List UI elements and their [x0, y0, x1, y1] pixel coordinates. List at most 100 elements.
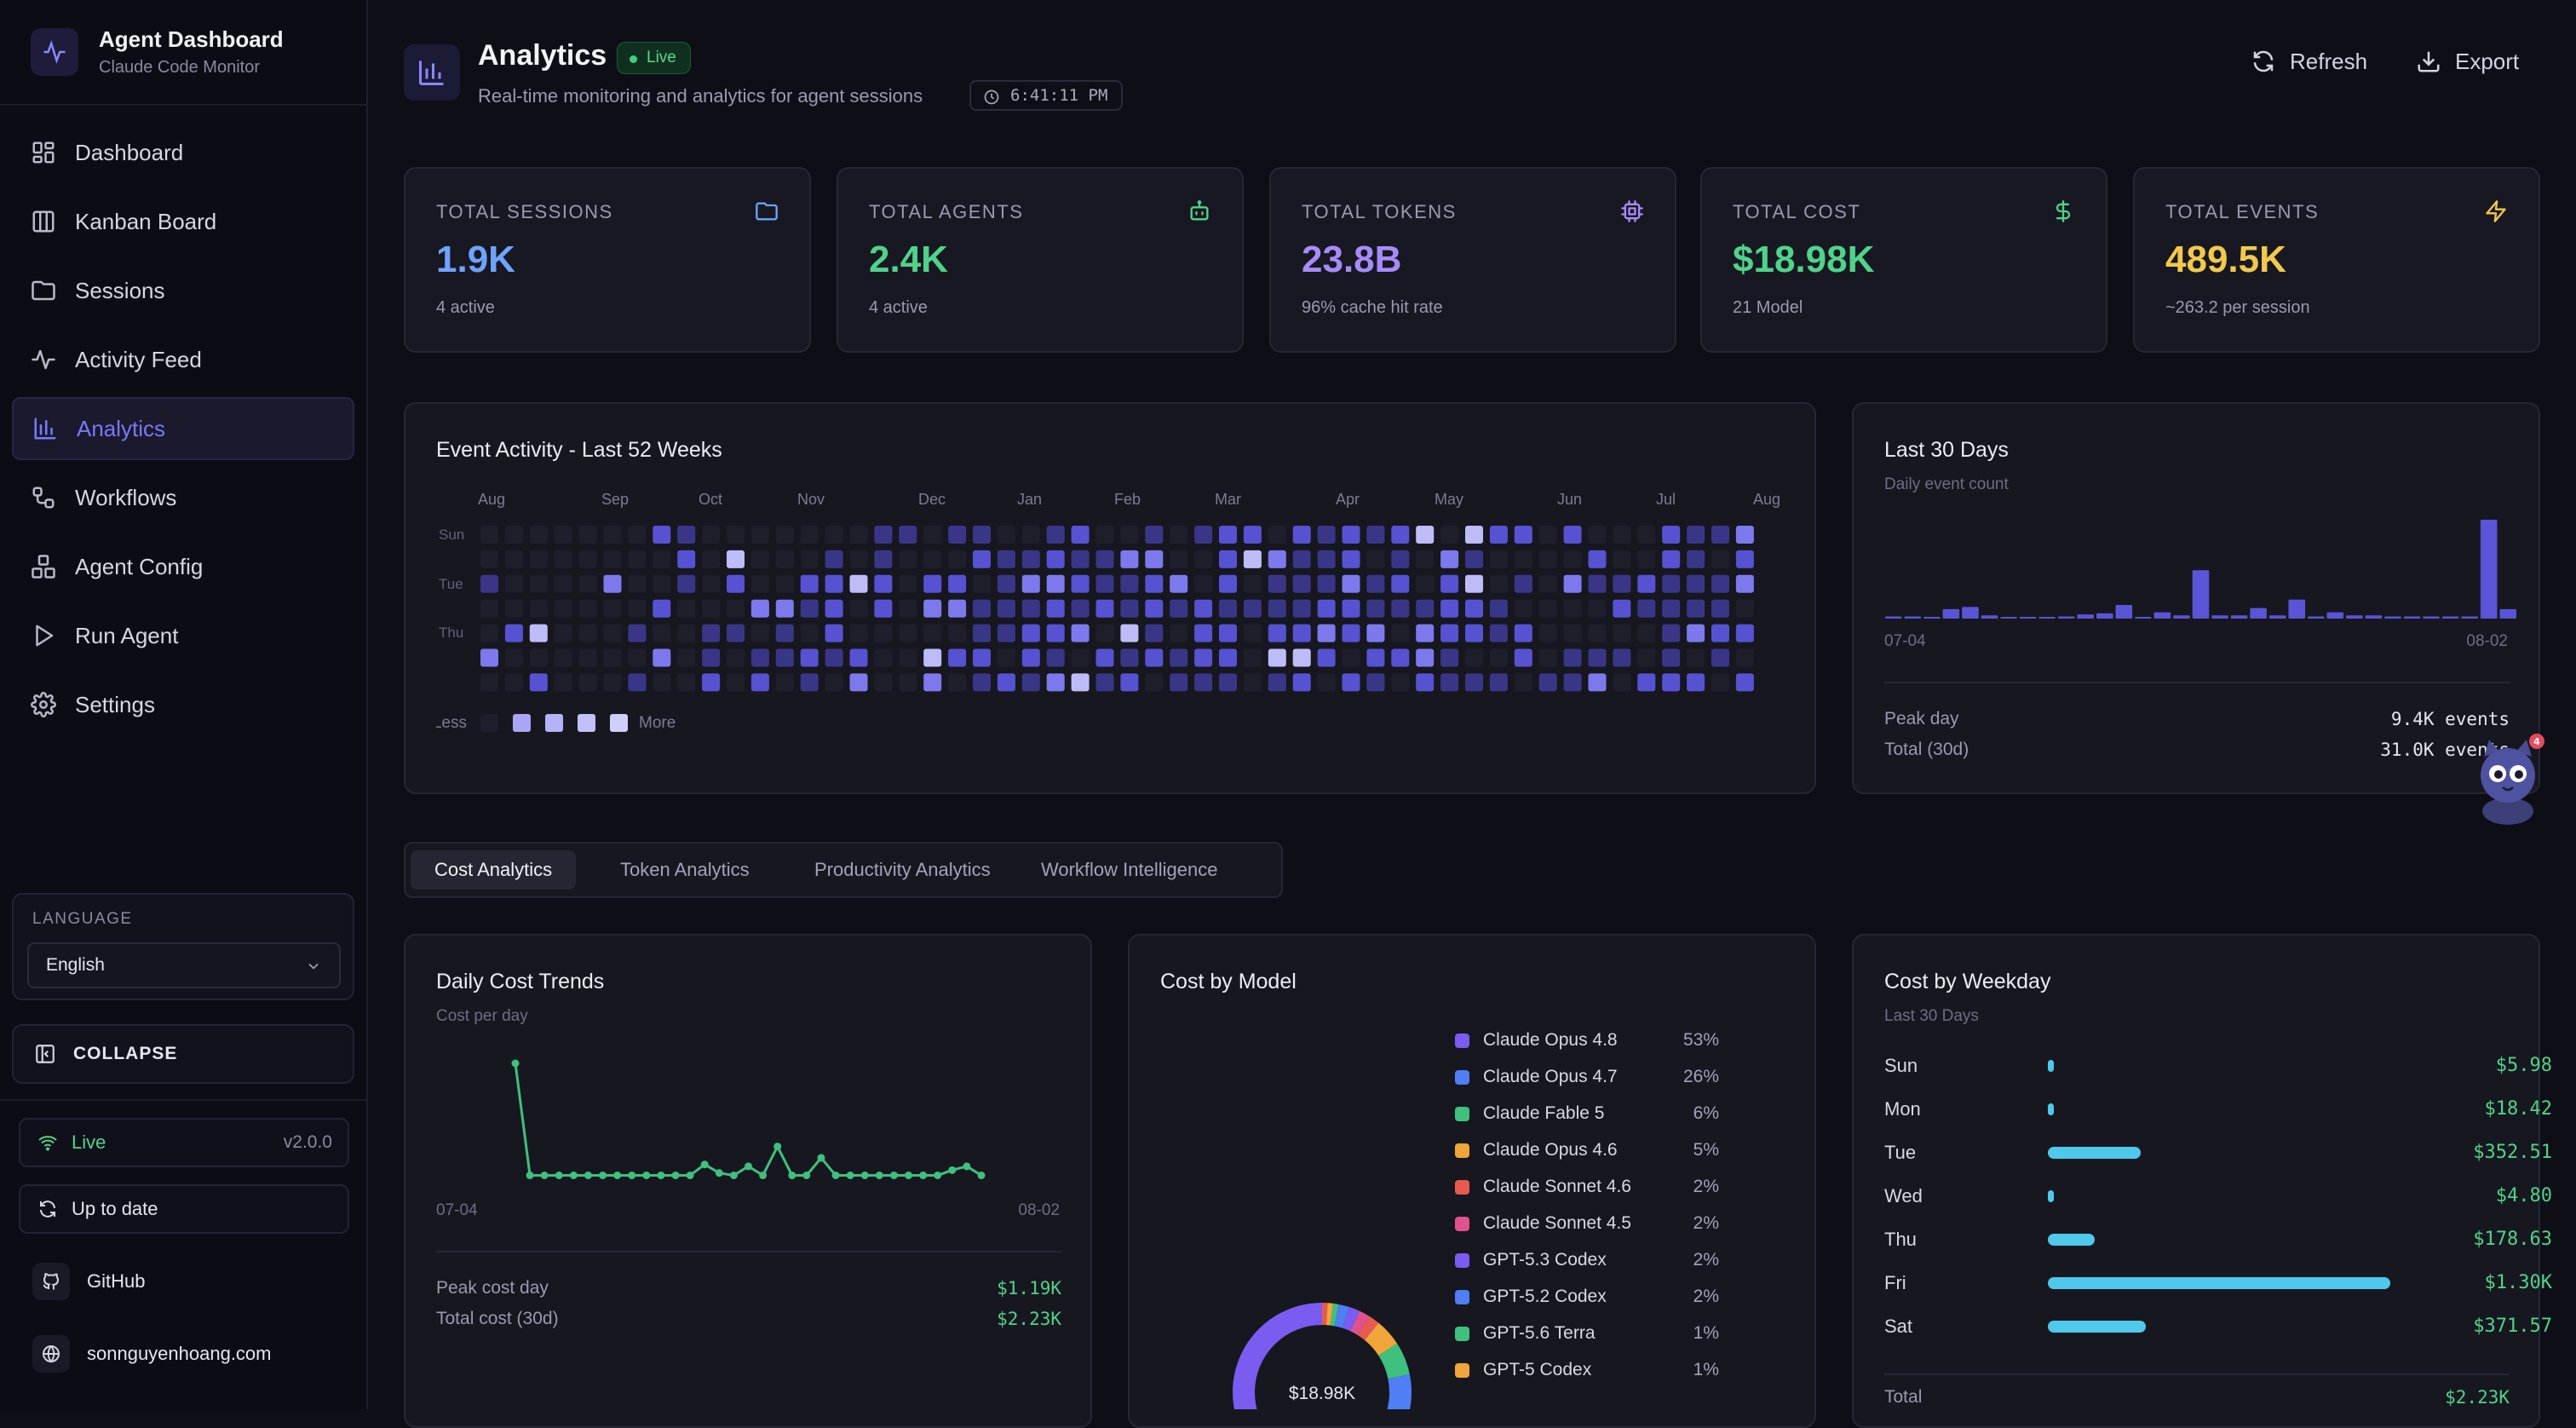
tab-cost-analytics[interactable]: Cost Analytics: [411, 850, 577, 890]
heatmap-month-label: Dec: [918, 491, 946, 508]
stat-card-total-tokens: TOTAL TOKENS 23.8B 96% cache hit rate: [1269, 167, 1676, 353]
model-pct: 2%: [1693, 1287, 1719, 1306]
language-select[interactable]: English: [27, 942, 341, 988]
model-pct: 5%: [1693, 1140, 1719, 1160]
sidebar-item-analytics[interactable]: Analytics: [12, 397, 354, 460]
stat-value: 489.5K: [2165, 239, 2286, 280]
bar-chart-icon: [34, 417, 56, 440]
sidebar-nav: Dashboard Kanban Board Sessions Activity Fe…: [0, 106, 366, 736]
github-link[interactable]: GitHub: [32, 1261, 145, 1302]
divider: [1884, 682, 2510, 683]
weekday-bar: [2048, 1190, 2054, 1202]
model-name: GPT-5.3 Codex: [1483, 1250, 1607, 1270]
last30-start-date: 07-04: [1884, 632, 1926, 650]
model-name: GPT-5.2 Codex: [1483, 1287, 1607, 1306]
weekday-bar: [2048, 1277, 2390, 1289]
stat-subtext: 21 Model: [1733, 298, 1803, 317]
page-title: Analytics: [478, 39, 607, 72]
heatmap-month-label: Oct: [699, 491, 723, 508]
collapse-button[interactable]: COLLAPSE: [12, 1024, 354, 1084]
stat-subtext: 4 active: [436, 298, 495, 317]
weekday-total-label: Total: [1884, 1387, 1923, 1407]
gear-icon: [31, 692, 56, 717]
update-label: Up to date: [72, 1198, 158, 1219]
legend-swatch: [1455, 1179, 1469, 1195]
export-button[interactable]: Export: [2416, 44, 2519, 78]
clock-icon: [984, 89, 999, 105]
heatmap-month-label: Apr: [1336, 491, 1360, 508]
model-pct: 26%: [1682, 1067, 1719, 1086]
model-legend-row: GPT-5.6 Terra 1%: [1455, 1321, 1719, 1346]
refresh-icon: [2253, 50, 2274, 72]
live-badge: Live: [617, 42, 691, 74]
weekday-label: Mon: [1884, 1098, 1921, 1120]
weekday-amount: $1.30K: [2484, 1272, 2552, 1293]
refresh-label: Refresh: [2290, 48, 2368, 74]
weekday-label: Thu: [1884, 1229, 1917, 1250]
legend-swatch: [1455, 1033, 1469, 1048]
weekday-bar: [2048, 1103, 2054, 1115]
tab-token-analytics[interactable]: Token Analytics: [620, 859, 750, 880]
tab-productivity-analytics[interactable]: Productivity Analytics: [814, 859, 991, 880]
sidebar-item-sessions[interactable]: Sessions: [12, 259, 354, 322]
activity-icon: [32, 349, 55, 370]
legend-swatch: [1455, 1069, 1469, 1085]
divider: [436, 1251, 1061, 1252]
sidebar-item-workflows[interactable]: Workflows: [12, 466, 354, 529]
tab-workflow-intelligence[interactable]: Workflow Intelligence: [1041, 859, 1218, 880]
connection-status: Live v2.0.0: [19, 1118, 349, 1167]
grid-icon: [32, 141, 55, 164]
legend-swatch: [1455, 1216, 1469, 1231]
page-subtitle: Real-time monitoring and analytics for a…: [478, 85, 923, 107]
collapse-label: COLLAPSE: [73, 1044, 178, 1063]
heatmap-month-label: Nov: [797, 491, 825, 508]
clock-time: 6:41:11 PM: [1010, 86, 1108, 105]
cost-by-weekday-panel: Cost by Weekday Last 30 Days Total $2.23…: [1852, 934, 2540, 1428]
model-pct: 1%: [1693, 1360, 1719, 1379]
weekday-label: Tue: [1884, 1142, 1917, 1163]
stat-label: TOTAL TOKENS: [1302, 201, 1457, 222]
weekday-bar: [2048, 1060, 2054, 1072]
refresh-button[interactable]: Refresh: [2251, 44, 2367, 78]
website-link[interactable]: sonnguyenhoang.com: [32, 1333, 272, 1374]
sidebar-item-run-agent[interactable]: Run Agent: [12, 604, 354, 667]
weekday-label: Sun: [1884, 1055, 1918, 1076]
sidebar-item-settings[interactable]: Settings: [12, 673, 354, 736]
model-name: Claude Fable 5: [1483, 1103, 1605, 1123]
model-name: GPT-5.6 Terra: [1483, 1323, 1596, 1343]
folder-icon: [32, 280, 55, 301]
stat-card-total-events: TOTAL EVENTS 489.5K ~263.2 per session: [2133, 167, 2540, 353]
model-legend-row: Claude Opus 4.8 53%: [1455, 1028, 1719, 1053]
analytics-header-icon: [404, 44, 460, 101]
cat-mascot-icon[interactable]: 4: [2467, 733, 2549, 826]
live-label: Live: [72, 1131, 106, 1153]
sidebar-item-label: Dashboard: [75, 139, 184, 165]
heatmap-month-label: Mar: [1215, 491, 1241, 508]
divider: [0, 1099, 368, 1101]
weekday-amount: $5.98: [2495, 1055, 2552, 1076]
stat-value: $18.98K: [1733, 239, 1875, 280]
total-cost-value: $2.23K: [997, 1309, 1061, 1329]
stat-card-total-agents: TOTAL AGENTS 2.4K 4 active: [837, 167, 1244, 353]
sidebar-item-dashboard[interactable]: Dashboard: [12, 121, 354, 184]
sidebar-item-label: Kanban Board: [75, 208, 217, 234]
sidebar-item-kanban-board[interactable]: Kanban Board: [12, 190, 354, 253]
stat-card-total-sessions: TOTAL SESSIONS 1.9K 4 active: [404, 167, 811, 353]
update-button[interactable]: Up to date: [19, 1184, 349, 1234]
total-30d-label: Total (30d): [1884, 740, 1969, 759]
wifi-icon: [38, 1136, 57, 1151]
daily-cost-panel: Daily Cost Trends Cost per day 07-04 08-…: [404, 934, 1092, 1428]
heatmap-month-label: Jan: [1017, 491, 1043, 508]
heatmap-month-label: May: [1435, 491, 1464, 508]
sidebar-item-agent-config[interactable]: Agent Config: [12, 535, 354, 598]
daily-cost-start-date: 07-04: [436, 1201, 478, 1219]
language-label: LANGUAGE: [32, 910, 133, 928]
daily-cost-title: Daily Cost Trends: [436, 970, 605, 993]
stat-subtext: 4 active: [869, 298, 928, 317]
analytics-tabs: Cost Analytics Token Analytics Productiv…: [404, 842, 1283, 898]
weekday-subtitle: Last 30 Days: [1884, 1007, 1979, 1025]
sidebar-item-activity-feed[interactable]: Activity Feed: [12, 328, 354, 391]
chevron-down-icon: [308, 963, 319, 970]
sidebar-collapse-icon: [36, 1045, 55, 1063]
peak-day-row: Peak day 9.4K events: [1884, 709, 2510, 729]
